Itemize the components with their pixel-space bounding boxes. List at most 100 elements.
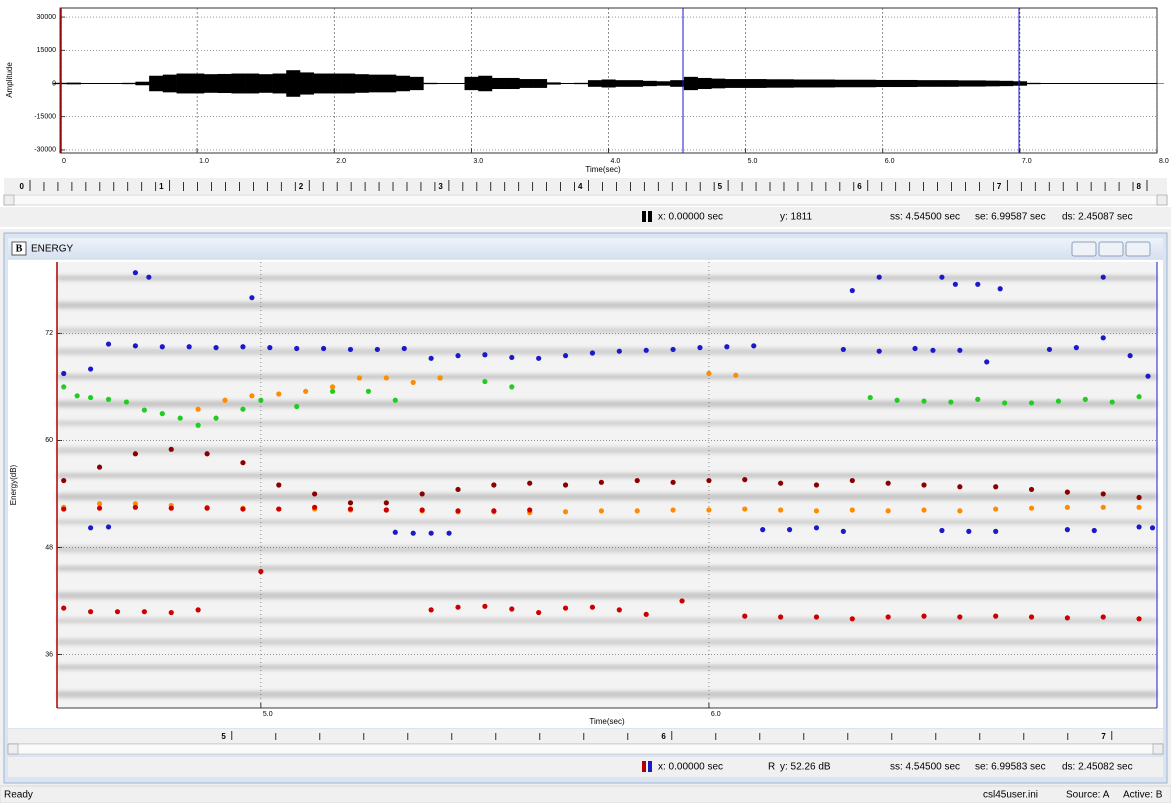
energy-point — [240, 407, 245, 412]
maximize-button[interactable] — [1099, 242, 1123, 256]
waveform-envelope — [574, 83, 588, 84]
energy-point — [482, 352, 487, 357]
waveform-envelope — [341, 74, 355, 94]
scroll-left[interactable] — [8, 744, 18, 754]
energy-point — [670, 480, 675, 485]
energy-point — [61, 384, 66, 389]
title-bar — [8, 238, 1163, 259]
waveform-envelope — [300, 72, 314, 94]
energy-point — [258, 398, 263, 403]
ruler-label: 0 — [20, 182, 25, 191]
ruler-label: 5 — [718, 182, 723, 191]
y-tick-label: 36 — [45, 651, 53, 658]
energy-point — [160, 411, 165, 416]
waveform-envelope — [135, 82, 149, 86]
energy-point — [482, 379, 487, 384]
ruler-label: 4 — [578, 182, 583, 191]
energy-point — [249, 393, 254, 398]
close-button[interactable] — [1126, 242, 1150, 256]
energy-point — [429, 607, 434, 612]
energy-point — [1065, 615, 1070, 620]
energy-point — [939, 275, 944, 280]
x-tick-label: 5.0 — [263, 711, 273, 718]
energy-point — [536, 356, 541, 361]
x-tick-label: 0 — [62, 158, 66, 165]
scroll-right[interactable] — [1157, 195, 1167, 205]
energy-point — [635, 508, 640, 513]
waveform-envelope — [807, 80, 821, 88]
energy-point — [1101, 491, 1106, 496]
energy-point — [375, 347, 380, 352]
channel-icon — [648, 761, 652, 772]
waveform-envelope — [780, 79, 794, 87]
energy-point — [957, 348, 962, 353]
energy-point — [142, 407, 147, 412]
x-tick-label: 1.0 — [199, 158, 209, 165]
harmonic-band — [57, 593, 1157, 599]
waveform-envelope — [163, 75, 177, 93]
harmonic-band — [57, 566, 1157, 570]
waveform-envelope — [437, 83, 451, 84]
scrollbar[interactable] — [4, 195, 1167, 205]
energy-point — [975, 282, 980, 287]
energy-point — [590, 350, 595, 355]
energy-point — [124, 399, 129, 404]
energy-point — [196, 407, 201, 412]
waveform-envelope — [94, 83, 108, 84]
energy-point — [133, 343, 138, 348]
harmonic-band — [57, 401, 1157, 407]
spectrogram — [57, 262, 1157, 708]
waveform-envelope — [355, 74, 369, 93]
energy-point — [814, 525, 819, 530]
energy-point — [957, 614, 962, 619]
waveform-envelope — [1027, 83, 1041, 84]
waveform-envelope — [999, 81, 1013, 86]
waveform-envelope — [423, 83, 437, 84]
waveform-envelope — [711, 79, 725, 89]
y-tick-label: 60 — [45, 437, 53, 444]
energy-point — [679, 598, 684, 603]
energy-point — [787, 527, 792, 532]
energy-point — [742, 506, 747, 511]
waveform-envelope — [314, 74, 328, 94]
minimize-button[interactable] — [1072, 242, 1096, 256]
x-axis-label: Time(sec) — [585, 165, 621, 174]
channel-icon — [642, 761, 646, 772]
waveform-envelope — [876, 80, 890, 87]
energy-point — [527, 507, 532, 512]
energy-point — [402, 346, 407, 351]
energy-point — [868, 395, 873, 400]
energy-point — [240, 460, 245, 465]
energy-point — [599, 480, 604, 485]
energy-point — [133, 451, 138, 456]
energy-point — [348, 506, 353, 511]
energy-point — [1002, 400, 1007, 405]
waveform-envelope — [739, 79, 753, 88]
energy-point — [258, 569, 263, 574]
energy-point — [742, 614, 747, 619]
energy-point — [411, 531, 416, 536]
y-tick-label: 48 — [45, 544, 53, 551]
waveform-envelope — [67, 83, 81, 85]
harmonic-band — [57, 349, 1157, 355]
energy-point — [563, 509, 568, 514]
scrollbar[interactable] — [8, 744, 1163, 754]
waveform-envelope — [561, 83, 575, 84]
waveform-envelope — [369, 75, 383, 93]
energy-point — [760, 527, 765, 532]
energy-point — [1029, 487, 1034, 492]
waveform-envelope — [81, 83, 95, 84]
energy-point — [1065, 505, 1070, 510]
waveform-envelope — [506, 78, 520, 89]
waveform-envelope — [108, 83, 122, 84]
energy-point — [455, 353, 460, 358]
scroll-right[interactable] — [1153, 744, 1163, 754]
scroll-left[interactable] — [4, 195, 14, 205]
energy-point — [536, 610, 541, 615]
energy-point — [321, 346, 326, 351]
waveform-envelope — [327, 74, 341, 94]
energy-point — [599, 508, 604, 513]
energy-point — [841, 529, 846, 534]
energy-point — [169, 506, 174, 511]
energy-point — [312, 491, 317, 496]
